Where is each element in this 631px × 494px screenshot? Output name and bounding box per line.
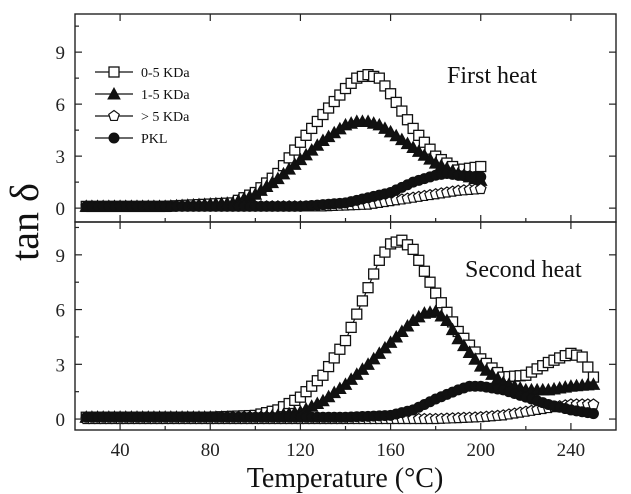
- legend-label: PKL: [141, 132, 167, 147]
- legend-label: 0-5 KDa: [141, 66, 190, 81]
- data-point: [451, 331, 466, 345]
- legend-marker: [108, 109, 120, 122]
- data-point: [345, 321, 357, 334]
- data-point: [587, 408, 599, 420]
- y-tick-label: 3: [56, 147, 66, 168]
- y-axis-title: tan δ: [2, 183, 47, 261]
- legend-item: 0-5 KDa: [95, 66, 190, 81]
- data-point: [339, 334, 352, 347]
- legend: 0-5 KDa 1-5 KDa > 5 KDa PKL: [95, 66, 190, 147]
- x-tick-label: 160: [376, 440, 405, 461]
- data-point: [435, 297, 447, 309]
- legend-label: 1-5 KDa: [141, 88, 190, 103]
- y-tick-label: 9: [56, 43, 66, 64]
- panel-1: [79, 69, 488, 213]
- series-pkl: [80, 167, 487, 212]
- chart-axes: 0 3 6 9 First heat 0 3 6 9 Second heat 40 80 120 160 2…: [2, 13, 617, 494]
- legend-marker: [107, 86, 121, 100]
- data-point: [462, 345, 477, 358]
- y-tick-label: 3: [56, 355, 66, 376]
- y-tick-label: 0: [56, 199, 66, 220]
- data-point: [368, 268, 380, 280]
- series-1-5-kda: [79, 304, 601, 423]
- series-line: [86, 310, 594, 418]
- data-point: [424, 276, 436, 288]
- data-point: [576, 351, 588, 363]
- data-point: [418, 265, 431, 277]
- y-tick-label: 9: [56, 246, 66, 267]
- data-point: [362, 282, 374, 294]
- panel-title: First heat: [447, 63, 537, 89]
- data-point: [586, 377, 601, 390]
- y-tick-label: 6: [56, 301, 66, 322]
- legend-marker: [108, 132, 120, 144]
- data-point: [407, 243, 419, 256]
- data-point: [445, 322, 460, 336]
- data-point: [356, 295, 369, 307]
- x-tick-label: 120: [286, 440, 315, 461]
- data-point: [413, 254, 425, 266]
- series-pkl: [80, 380, 599, 423]
- x-tick-label: 80: [201, 440, 220, 461]
- data-point: [434, 308, 449, 322]
- panel-title: Second heat: [465, 257, 582, 283]
- data-point: [430, 287, 442, 299]
- x-tick-label: 240: [557, 440, 586, 461]
- y-tick-label: 6: [56, 95, 66, 116]
- data-point: [474, 182, 487, 195]
- data-point: [475, 171, 487, 183]
- legend-item: PKL: [95, 132, 167, 147]
- data-point: [351, 308, 363, 320]
- panel-2: [79, 234, 601, 425]
- legend-item: > 5 KDa: [95, 109, 190, 125]
- data-point: [428, 304, 443, 317]
- y-tick-label: 0: [56, 410, 66, 431]
- x-tick-label: 200: [467, 440, 496, 461]
- legend-label: > 5 KDa: [141, 110, 190, 125]
- data-point: [457, 338, 471, 352]
- x-tick-label: 40: [111, 440, 130, 461]
- data-point: [582, 361, 594, 373]
- chart-marks: [79, 69, 601, 425]
- data-point: [475, 160, 487, 173]
- data-point: [468, 352, 482, 365]
- legend-marker: [108, 66, 120, 78]
- x-axis-title: Temperature (°C): [247, 463, 444, 494]
- legend-item: 1-5 KDa: [95, 86, 190, 103]
- data-point: [440, 313, 454, 327]
